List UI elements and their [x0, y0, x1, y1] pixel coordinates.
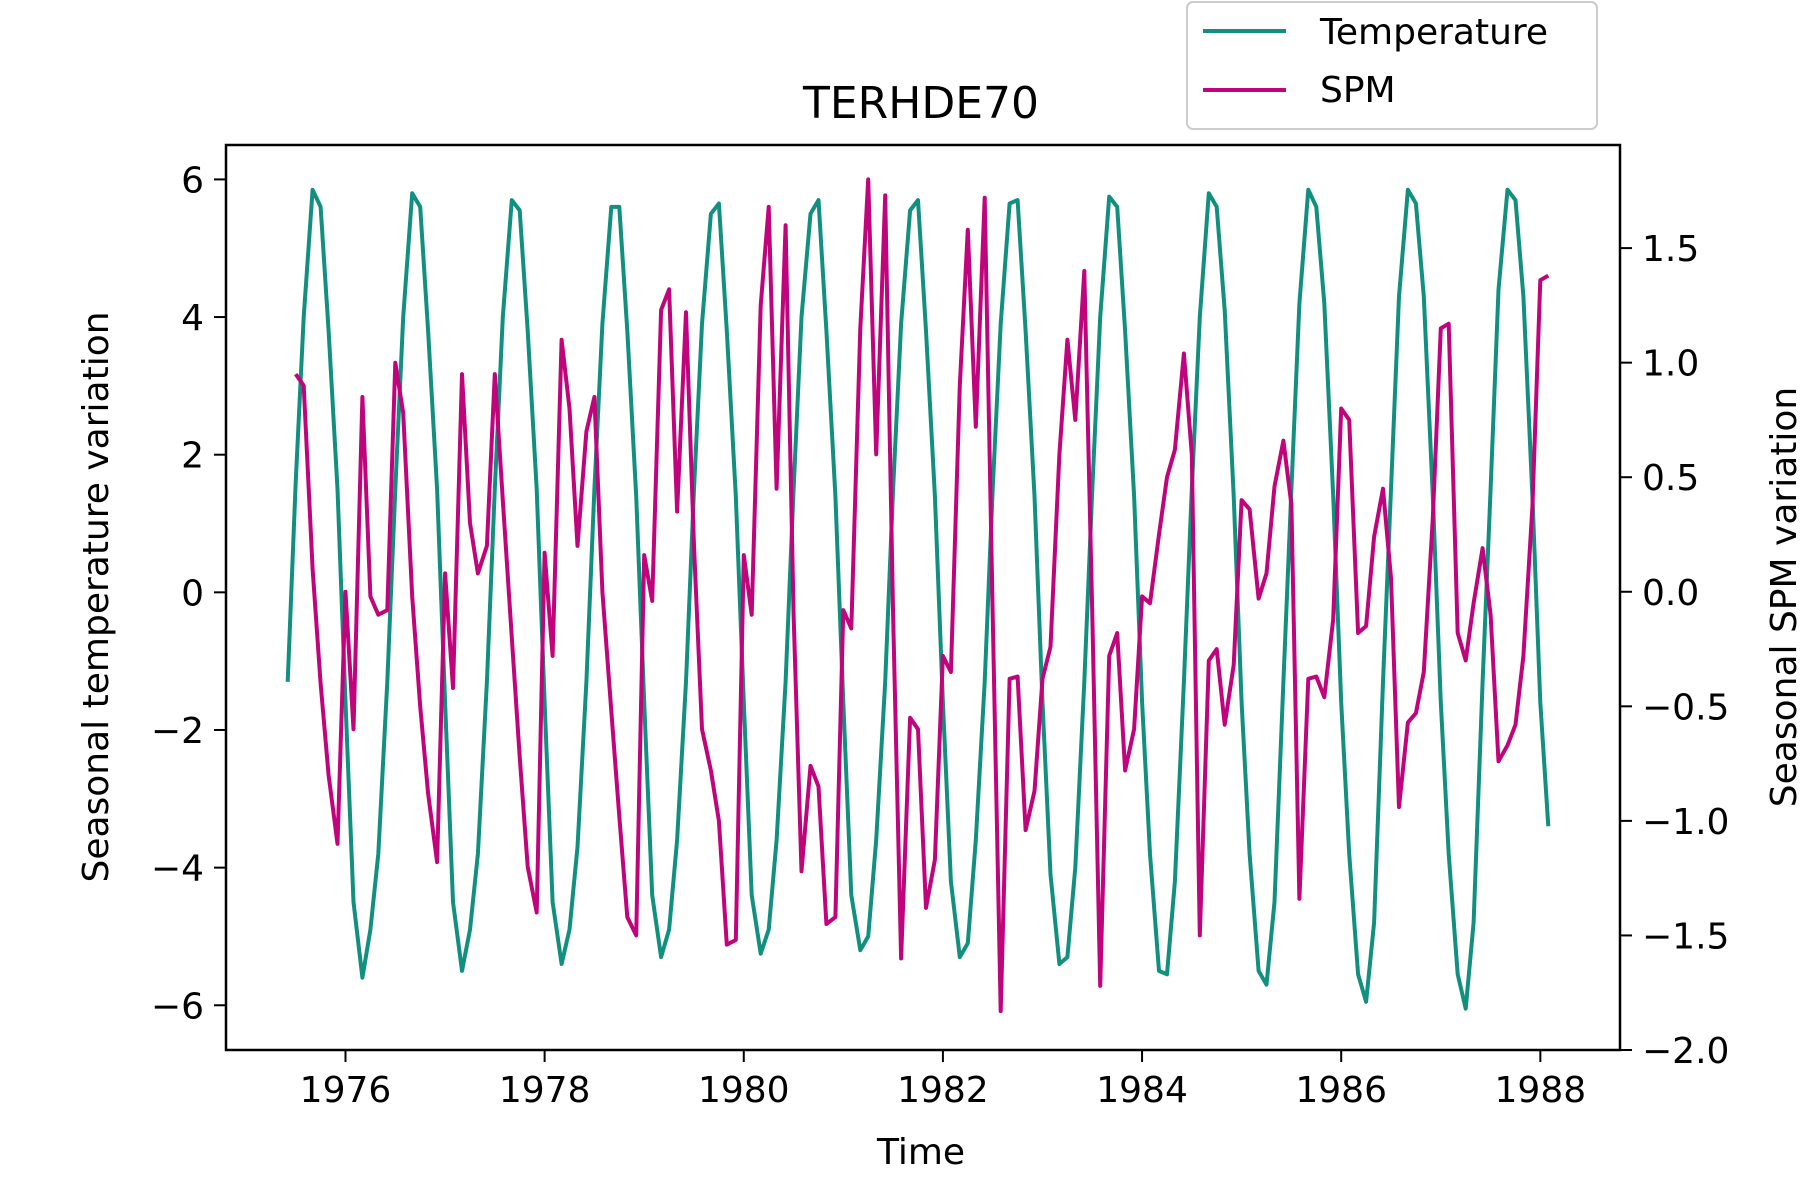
left-y-tick-label: 2 [181, 436, 204, 477]
x-axis-label: Time [876, 1132, 965, 1173]
left-y-axis-label: Seasonal temperature variation [76, 311, 117, 882]
legend: Temperature SPM [1186, 1, 1598, 130]
x-tick-label: 1982 [897, 1070, 989, 1111]
left-y-tick-label: −2 [151, 711, 204, 752]
x-axis-ticks: 1976 1978 1980 1982 1984 1986 1988 [300, 1050, 1586, 1111]
plot-series [285, 177, 1551, 1014]
right-y-tick-label: −1.0 [1642, 802, 1729, 843]
right-y-tick-label: −2.0 [1642, 1031, 1729, 1072]
x-tick-label: 1976 [300, 1070, 392, 1111]
right-y-tick-label: 1.5 [1642, 229, 1699, 270]
left-y-axis-ticks: −6 −4 −2 0 2 4 6 [151, 160, 226, 1027]
x-tick-label: 1978 [499, 1070, 591, 1111]
left-y-tick-label: −6 [151, 986, 204, 1027]
plot-area-frame [224, 143, 1622, 1052]
right-y-tick-label: 1.0 [1642, 344, 1699, 385]
right-y-axis-ticks: −2.0 −1.5 −1.0 −0.5 0.0 0.5 1.0 1.5 [1620, 229, 1729, 1072]
x-tick-label: 1984 [1096, 1070, 1188, 1111]
right-y-tick-label: 0.0 [1642, 573, 1699, 614]
series-line-spm [294, 177, 1550, 1014]
chart-title: TERHDE70 [802, 78, 1039, 129]
series-line-temperature [285, 187, 1551, 1011]
left-y-tick-label: 0 [181, 573, 204, 614]
x-tick-label: 1988 [1495, 1070, 1587, 1111]
right-y-tick-label: −1.5 [1642, 916, 1729, 957]
left-y-tick-label: −4 [151, 849, 204, 890]
x-tick-label: 1986 [1295, 1070, 1387, 1111]
right-y-axis-label: Seasonal SPM variation [1764, 387, 1800, 807]
left-y-tick-label: 4 [181, 298, 204, 339]
legend-label-temperature: Temperature [1319, 12, 1548, 53]
legend-box [1186, 1, 1598, 130]
right-y-tick-label: 0.5 [1642, 458, 1699, 499]
left-y-tick-label: 6 [181, 160, 204, 201]
x-tick-label: 1980 [698, 1070, 790, 1111]
legend-label-spm: SPM [1320, 70, 1396, 111]
right-y-tick-label: −0.5 [1642, 687, 1729, 728]
